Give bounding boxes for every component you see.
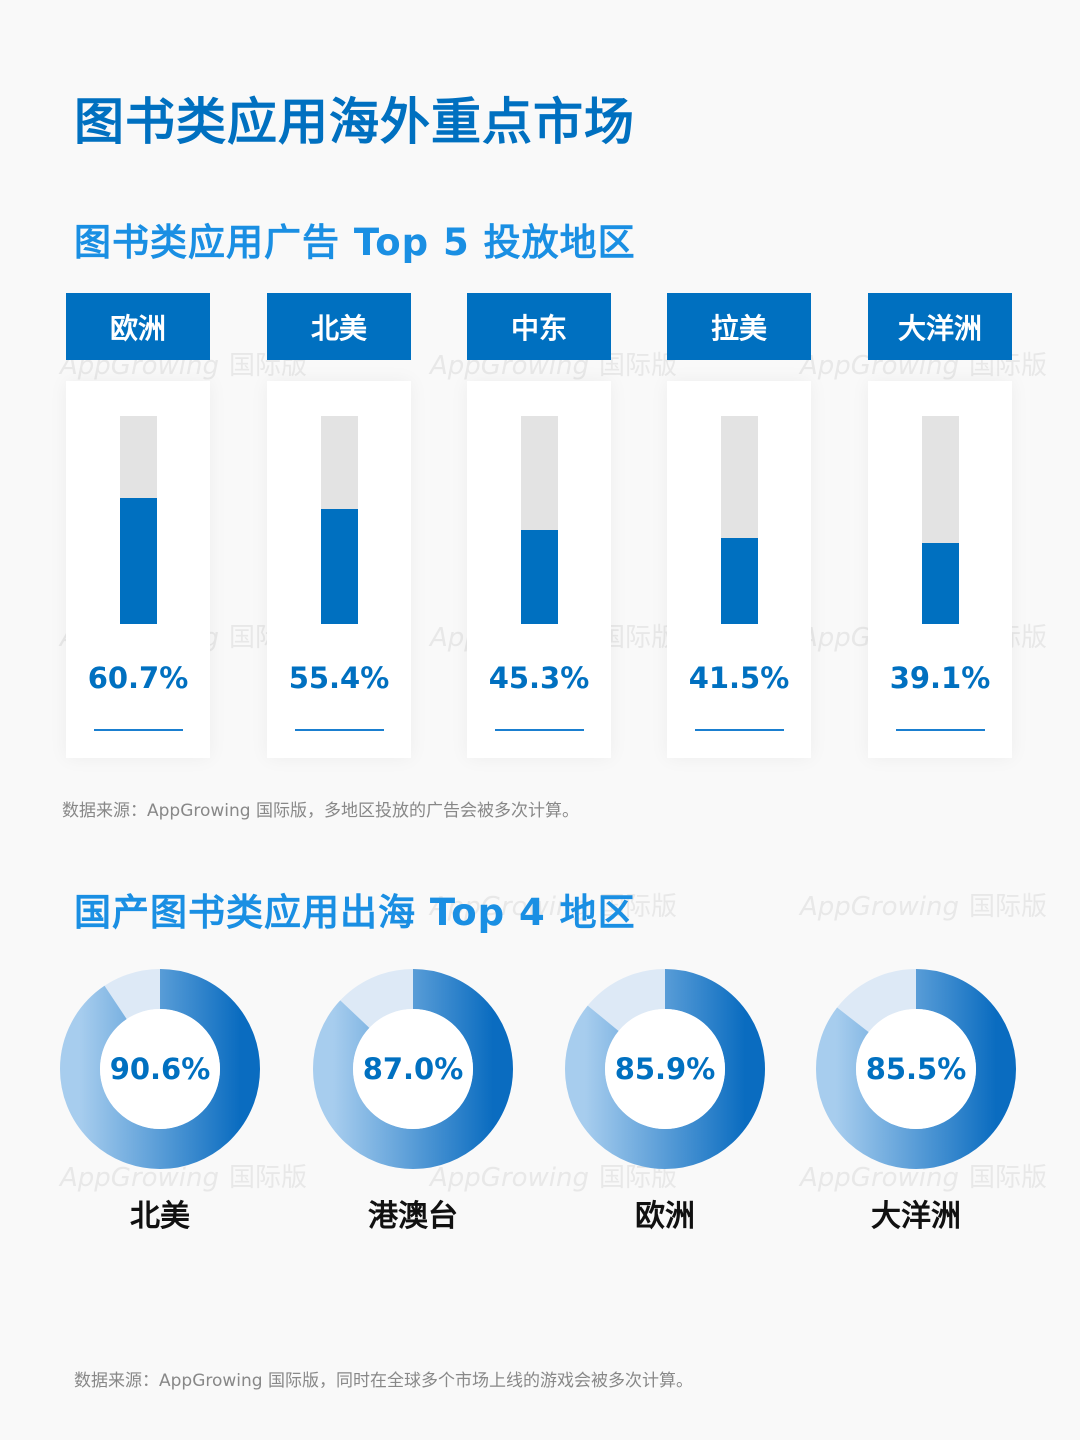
region-label: 大洋洲 — [871, 1199, 961, 1234]
region-label: 中东 — [467, 293, 611, 360]
bar-fill — [922, 542, 959, 624]
donut-ring — [60, 969, 260, 1169]
section-title-top4: 国产图书类应用出海 Top 4 地区 — [74, 891, 636, 934]
region-label: 大洋洲 — [868, 293, 1012, 360]
bar-card: 45.3% — [467, 381, 611, 758]
bar-value: 55.4% — [288, 661, 390, 695]
bar-track — [521, 416, 558, 624]
divider — [295, 729, 384, 731]
donut-ring — [816, 969, 1016, 1169]
section-title-top5: 图书类应用广告 Top 5 投放地区 — [74, 221, 636, 264]
bar-value: 60.7% — [87, 661, 189, 695]
bar-fill — [120, 497, 157, 624]
bar-track — [721, 416, 758, 624]
bar-card: 55.4% — [267, 381, 411, 758]
donut-item: 85.9% 欧洲 — [565, 969, 765, 1235]
source-note-top4: 数据来源：AppGrowing 国际版，同时在全球多个市场上线的游戏会被多次计算… — [74, 1371, 693, 1391]
donut-item: 87.0% 港澳台 — [313, 969, 513, 1235]
page-title: 图书类应用海外重点市场 — [74, 93, 635, 151]
donut-value: 90.6% — [109, 1052, 211, 1086]
bar-fill — [721, 537, 758, 624]
region-label: 北美 — [267, 293, 411, 360]
donut-value: 87.0% — [362, 1052, 464, 1086]
divider — [94, 729, 183, 731]
bar-card: 60.7% — [66, 381, 210, 758]
source-note-top5: 数据来源：AppGrowing 国际版，多地区投放的广告会被多次计算。 — [62, 801, 579, 821]
divider — [695, 729, 784, 731]
donut-item: 90.6% 北美 — [60, 969, 260, 1235]
donut-ring — [565, 969, 765, 1169]
region-label: 欧洲 — [66, 293, 210, 360]
divider — [896, 729, 985, 731]
region-label: 欧洲 — [635, 1199, 695, 1234]
donut-ring — [313, 969, 513, 1169]
bar-track — [321, 416, 358, 624]
bar-value: 45.3% — [488, 661, 590, 695]
bar-fill — [321, 508, 358, 624]
divider — [495, 729, 584, 731]
region-label: 拉美 — [667, 293, 811, 360]
bar-card: 41.5% — [667, 381, 811, 758]
donut-value: 85.9% — [614, 1052, 716, 1086]
bar-fill — [521, 529, 558, 624]
donut-value: 85.5% — [865, 1052, 967, 1086]
donut-item: 85.5% 大洋洲 — [816, 969, 1016, 1235]
bar-track — [120, 416, 157, 624]
region-label: 北美 — [130, 1199, 190, 1234]
bar-card: 39.1% — [868, 381, 1012, 758]
bar-track — [922, 416, 959, 624]
region-label: 港澳台 — [368, 1199, 458, 1234]
bar-value: 41.5% — [688, 661, 790, 695]
bar-value: 39.1% — [889, 661, 991, 695]
